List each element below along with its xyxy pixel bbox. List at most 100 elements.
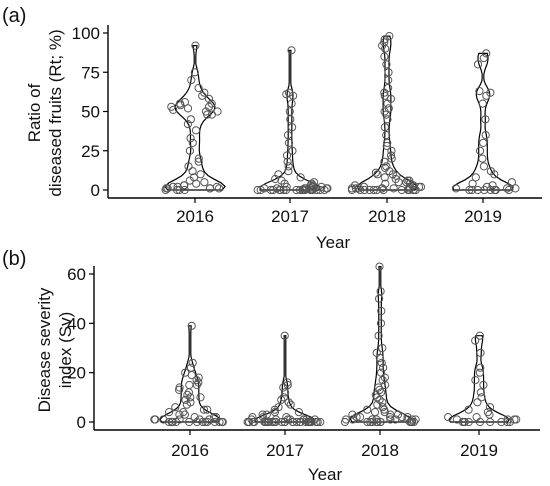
data-point xyxy=(380,52,389,61)
y-tick-label: 0 xyxy=(91,181,100,200)
data-point xyxy=(360,185,369,195)
data-point xyxy=(481,131,490,140)
data-point xyxy=(288,417,297,427)
data-point xyxy=(288,146,297,155)
data-point xyxy=(476,388,485,397)
data-point xyxy=(248,413,257,422)
data-point xyxy=(256,185,265,195)
data-point xyxy=(476,363,485,372)
data-point xyxy=(475,87,484,96)
data-point xyxy=(384,104,393,113)
data-point xyxy=(217,417,226,427)
data-point xyxy=(478,154,487,163)
data-point xyxy=(280,388,290,397)
panel-b: (b) Disease severity index (Sv) 0 20 40 60 2… xyxy=(2,248,540,484)
violin-outline xyxy=(259,49,321,191)
data-point xyxy=(165,408,174,417)
data-point xyxy=(383,138,392,147)
data-point xyxy=(284,398,293,407)
data-point xyxy=(188,358,197,367)
data-point xyxy=(473,60,483,69)
data-point xyxy=(179,181,189,190)
data-point xyxy=(194,83,203,93)
data-point xyxy=(207,99,216,108)
data-point xyxy=(464,417,473,427)
data-point xyxy=(503,184,512,193)
data-point xyxy=(284,167,293,176)
data-point xyxy=(283,415,292,424)
data-point xyxy=(481,115,490,124)
data-point xyxy=(307,179,316,188)
data-point xyxy=(190,68,199,77)
data-point xyxy=(200,178,209,187)
data-point xyxy=(377,306,386,316)
data-point xyxy=(194,157,203,166)
data-point xyxy=(283,131,293,140)
data-point xyxy=(282,413,291,422)
data-point xyxy=(186,115,195,124)
data-point xyxy=(408,415,417,424)
data-point xyxy=(511,184,520,193)
data-point xyxy=(475,368,484,377)
data-point xyxy=(378,398,387,407)
data-point xyxy=(403,413,412,422)
panel-a: (a) Ratio of diseased fruits (Rt; %) 0 25… xyxy=(2,5,542,252)
data-point xyxy=(181,395,190,404)
data-point xyxy=(317,182,326,191)
data-point xyxy=(352,413,361,422)
data-point xyxy=(486,167,495,176)
data-point xyxy=(212,182,221,191)
data-point xyxy=(274,403,283,412)
data-point xyxy=(189,173,199,182)
data-point xyxy=(184,162,193,171)
y-tick-label: 100 xyxy=(72,24,100,43)
data-point xyxy=(382,141,391,151)
x-tick-label: 2018 xyxy=(361,441,399,460)
data-point xyxy=(384,83,393,93)
data-point xyxy=(374,331,383,340)
data-point xyxy=(194,154,203,163)
data-point xyxy=(382,60,391,69)
data-point xyxy=(205,184,215,193)
data-point xyxy=(382,162,391,171)
data-point xyxy=(460,417,469,427)
data-point xyxy=(288,123,297,132)
data-point xyxy=(368,415,377,424)
x-tick-label: 2018 xyxy=(368,207,406,226)
data-point xyxy=(387,154,396,163)
data-point xyxy=(384,68,393,77)
data-point xyxy=(380,38,389,47)
data-point xyxy=(196,393,205,402)
data-point xyxy=(181,368,190,377)
data-point xyxy=(383,115,392,124)
data-point xyxy=(479,380,488,390)
data-point xyxy=(188,138,197,147)
data-point xyxy=(467,185,477,195)
data-point xyxy=(287,46,296,55)
data-point xyxy=(377,358,386,367)
data-point xyxy=(186,398,195,407)
data-point xyxy=(187,321,196,330)
data-point xyxy=(312,417,321,427)
data-point xyxy=(200,88,209,97)
data-point xyxy=(282,185,291,195)
data-point xyxy=(185,146,194,155)
panel-a-ylabel: Ratio of diseased fruits (Rt; %) xyxy=(25,29,65,196)
data-point xyxy=(190,413,199,422)
data-point xyxy=(185,417,194,427)
violin-outline xyxy=(164,45,226,191)
data-point xyxy=(378,403,387,412)
data-point xyxy=(186,393,195,402)
data-point xyxy=(196,170,205,179)
data-point xyxy=(465,185,474,195)
data-point xyxy=(180,410,189,419)
data-point xyxy=(471,173,480,182)
data-point xyxy=(411,415,420,424)
data-point xyxy=(414,182,424,191)
data-point xyxy=(351,184,360,193)
data-point xyxy=(391,174,400,184)
data-point xyxy=(452,415,461,424)
data-point xyxy=(416,182,426,191)
data-point xyxy=(377,368,386,377)
data-point xyxy=(503,415,512,424)
